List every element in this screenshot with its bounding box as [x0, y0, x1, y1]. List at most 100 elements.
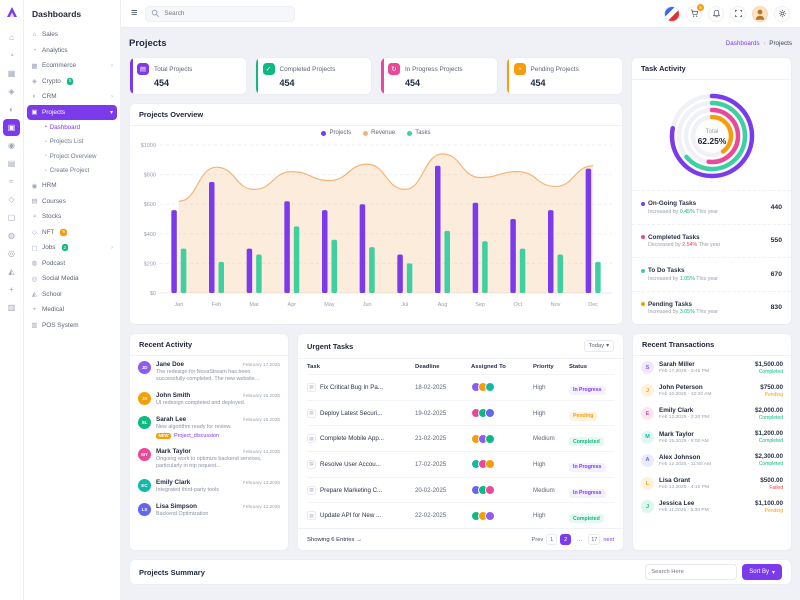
app-logo[interactable]: [5, 5, 19, 19]
task-row[interactable]: ▤ Prepare Marketing C... 20-02-2025 Mediu…: [307, 476, 614, 503]
transaction-date: Feb 17,2025 - 3:45 PM: [659, 369, 710, 375]
rail-pos-system-icon[interactable]: ▥: [7, 303, 16, 312]
sidebar-item-jobs[interactable]: ▢ Jobs 2 ›: [24, 240, 120, 256]
task-doc-icon: ▤: [307, 459, 316, 469]
sidebar-item-analytics[interactable]: ◔ Analytics: [24, 43, 120, 59]
sidebar-item-crm[interactable]: ◐ CRM ›: [24, 89, 120, 105]
sidebar-item-crypto[interactable]: ◈ Crypto 5: [24, 74, 120, 90]
settings-gear-icon[interactable]: [774, 5, 790, 22]
sidebar-subitem-project-overview[interactable]: • Project Overview: [24, 149, 120, 164]
task-row[interactable]: ▤ Update API for New ... 22-02-2025 High …: [307, 502, 614, 528]
icon-rail: ⌂ ◔ ▦ ◈ ◐ ▣ ◉ ▤ ≈ ◇ ▢ ◍ ◎ ◭ + ▥: [0, 0, 24, 600]
svg-text:Aug: Aug: [438, 302, 448, 308]
transaction-row[interactable]: L Lisa Grant Feb 13,2025 - 4:10 PM $500.…: [633, 472, 791, 495]
transaction-row[interactable]: J John Peterson Feb 10,2025 - 10:20 AM $…: [633, 379, 791, 402]
legend-projects[interactable]: Projects: [321, 130, 351, 136]
task-deadline: 19-02-2025: [415, 409, 447, 417]
stat-accent: [255, 58, 258, 94]
rail-podcast-icon[interactable]: ◍: [8, 231, 15, 240]
rail-crm-icon[interactable]: ◐: [9, 105, 14, 114]
activity-link[interactable]: Project_discussion: [174, 432, 219, 439]
transaction-row[interactable]: M Mark Taylor Feb 15,2025 - 9:00 AM $1,2…: [633, 426, 791, 449]
chevron-right-icon: ›: [111, 62, 113, 69]
sidebar-item-social-media[interactable]: ◎ Social Media: [24, 271, 120, 287]
sidebar-item-pos-system[interactable]: ▥ POS System: [24, 318, 120, 334]
transaction-row[interactable]: E Emily Clark Feb 12,2025 - 2:30 PM $2,0…: [633, 402, 791, 425]
rail-courses-icon[interactable]: ▤: [7, 159, 16, 168]
summary-search-input[interactable]: [645, 564, 738, 580]
chart-legend: Projects Revenue Tasks: [130, 126, 622, 137]
topbar: ≡ 5: [121, 0, 800, 28]
sidebar-item-label: Crypto: [42, 77, 61, 85]
task-activity-value: 440: [770, 203, 782, 211]
rail-sales-icon[interactable]: ⌂: [9, 33, 14, 42]
task-row[interactable]: ▤ Deploy Latest Securi... 19-02-2025 High…: [307, 399, 616, 426]
sidebar-item-nft[interactable]: ◇ NFT 6: [24, 225, 120, 241]
task-row[interactable]: ▤ Fix Critical Bug In Pa... 18-02-2025 Hi…: [307, 374, 614, 400]
sort-by-button[interactable]: Sort By ▾: [742, 564, 782, 580]
sidebar-item-podcast[interactable]: ◍ Podcast: [24, 256, 120, 272]
sidebar-subitem-label: Project Overview: [49, 152, 97, 160]
rail-jobs-icon[interactable]: ▢: [7, 213, 16, 222]
rail-medical-icon[interactable]: +: [9, 285, 14, 294]
today-filter-dropdown[interactable]: Today ▾: [583, 340, 614, 352]
sidebar-item-school[interactable]: ◭ School: [24, 287, 120, 303]
search-input[interactable]: [164, 10, 290, 17]
pagination-page-17[interactable]: 17: [588, 534, 601, 545]
sidebar-item-ecommerce[interactable]: ▦ Ecommerce ›: [24, 58, 120, 74]
assignee-avatar: [485, 510, 495, 521]
svg-text:$400: $400: [144, 232, 156, 238]
sidebar-item-sales[interactable]: ⌂ Sales: [24, 27, 120, 43]
pagination-next[interactable]: next: [603, 536, 614, 543]
sidebar-item-medical[interactable]: + Medical: [24, 302, 120, 318]
completed-projects-icon: ✓: [262, 63, 275, 75]
urgent-tasks-head: Urgent Tasks Today ▾: [298, 334, 623, 359]
task-name: Fix Critical Bug In Pa...: [320, 383, 383, 391]
pos-system-icon: ▥: [31, 322, 38, 330]
menu-toggle-icon[interactable]: ≡: [131, 7, 138, 19]
transaction-date: Feb 11,2025 - 5:30 PM: [659, 508, 709, 514]
sidebar-item-courses[interactable]: ▤ Courses: [24, 194, 120, 210]
cart-icon[interactable]: 5: [686, 3, 704, 22]
sidebar-subitem-projects-list[interactable]: • Projects List: [24, 135, 120, 150]
sidebar-subitem-create-project[interactable]: • Create Project: [24, 164, 120, 179]
sidebar-subitem-dashboard[interactable]: • Dashboard: [24, 120, 120, 135]
analytics-icon: ◔: [32, 46, 37, 54]
task-status-cell: Pending: [569, 404, 616, 422]
rail-stocks-icon[interactable]: ≈: [9, 177, 14, 186]
pagination-page-2[interactable]: 2: [560, 534, 572, 545]
rail-school-icon[interactable]: ◭: [8, 267, 15, 276]
legend-tasks[interactable]: Tasks: [407, 130, 431, 136]
sidebar-item-stocks[interactable]: ≈ Stocks: [24, 209, 120, 225]
sidebar-item-hrm[interactable]: ◉ HRM: [24, 178, 120, 194]
rail-ecommerce-icon[interactable]: ▦: [7, 69, 16, 78]
hrm-icon: ◉: [31, 182, 38, 190]
pagination-page-1[interactable]: 1: [546, 534, 558, 545]
transaction-name: Lisa Grant: [659, 477, 691, 485]
task-deadline: 17-02-2025: [415, 460, 447, 468]
pagination-prev[interactable]: Prev: [531, 536, 544, 543]
transaction-row[interactable]: J Jessica Lee Feb 11,2025 - 5:30 PM $1,1…: [633, 495, 791, 518]
task-row[interactable]: ▤ Complete Mobile App... 21-02-2025 Mediu…: [307, 425, 614, 451]
search-box[interactable]: [145, 5, 296, 22]
language-flag-icon[interactable]: [664, 5, 680, 22]
user-avatar[interactable]: [752, 5, 768, 22]
legend-revenue[interactable]: Revenue: [363, 130, 395, 136]
arrow-right-icon[interactable]: →: [356, 536, 363, 543]
status-badge: Completed: [569, 437, 604, 447]
rail-hrm-icon[interactable]: ◉: [8, 141, 15, 150]
rail-analytics-icon[interactable]: ◔: [9, 51, 14, 60]
fullscreen-icon[interactable]: [730, 5, 746, 22]
task-name: Update API for New ...: [320, 512, 382, 520]
sidebar-item-projects[interactable]: ▣ Projects ▾: [27, 104, 117, 120]
task-row[interactable]: ▤ Resolve User Accou... 17-02-2025 High I…: [307, 451, 614, 477]
rail-projects-icon[interactable]: ▣: [3, 119, 20, 136]
breadcrumb-dashboards[interactable]: Dashboards: [725, 40, 760, 47]
activity-date: February 15,2025: [242, 416, 280, 422]
notifications-bell-icon[interactable]: [708, 5, 724, 22]
rail-nft-icon[interactable]: ◇: [8, 195, 15, 204]
transaction-row[interactable]: S Sarah Miller Feb 17,2025 - 3:45 PM $1,…: [633, 356, 791, 379]
rail-social-media-icon[interactable]: ◎: [8, 249, 15, 258]
transaction-row[interactable]: A Alex Johnson Feb 12,2025 - 11:55 AM $2…: [633, 449, 791, 472]
rail-crypto-icon[interactable]: ◈: [8, 87, 15, 96]
